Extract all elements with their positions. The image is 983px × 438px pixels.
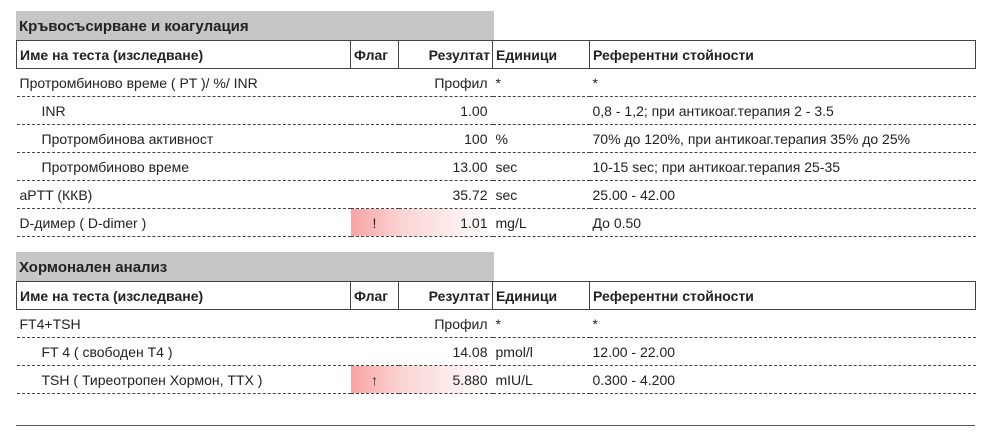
test-result: 35.72 bbox=[398, 180, 493, 209]
table-row: Протромбиново време 13.00 sec 10-15 sec;… bbox=[16, 152, 976, 181]
test-reference: 0.300 - 4.200 bbox=[589, 365, 976, 394]
test-reference: До 0.50 bbox=[589, 208, 976, 237]
test-result: 1.00 bbox=[398, 96, 493, 125]
section-title: Кръвосъсирване и коагулация bbox=[16, 11, 494, 40]
header-reference: Референтни стойности bbox=[589, 281, 976, 310]
table-row: Протромбиново време ( PT )/ %/ INR Профи… bbox=[16, 68, 976, 97]
test-flag bbox=[350, 337, 399, 366]
test-units: * bbox=[492, 309, 590, 338]
test-flag bbox=[350, 124, 399, 153]
header-test-name: Име на теста (изследване) bbox=[16, 40, 351, 69]
table-row: INR 1.00 0,8 - 1,2; при антикоаг.терапия… bbox=[16, 96, 976, 125]
hormone-section: Хормонален анализ Име на теста (изследва… bbox=[16, 252, 976, 394]
test-flag bbox=[350, 68, 399, 97]
test-reference: 0,8 - 1,2; при антикоаг.терапия 2 - 3.5 bbox=[589, 96, 976, 125]
header-flag: Флаг bbox=[350, 281, 399, 310]
test-name: Протромбиново време bbox=[16, 152, 351, 181]
results-table: Име на теста (изследване) Флаг Резултат … bbox=[16, 40, 976, 237]
test-result: 13.00 bbox=[398, 152, 493, 181]
test-result: 1.01 bbox=[398, 208, 493, 237]
test-flag bbox=[350, 96, 399, 125]
test-reference: 10-15 sec; при антикоаг.терапия 25-35 bbox=[589, 152, 976, 181]
section-title: Хормонален анализ bbox=[16, 252, 494, 281]
table-header-row: Име на теста (изследване) Флаг Резултат … bbox=[16, 40, 976, 69]
arrow-up-icon: ↑ bbox=[350, 365, 399, 394]
test-flag bbox=[350, 152, 399, 181]
results-table: Име на теста (изследване) Флаг Резултат … bbox=[16, 281, 976, 394]
test-result: Профил bbox=[398, 309, 493, 338]
test-name: Протромбиново време ( PT )/ %/ INR bbox=[16, 68, 351, 97]
test-name: TSH ( Тиреотропен Хормон, ТТХ ) bbox=[16, 365, 351, 394]
table-row-flagged: D-димер ( D-dimer ) ! 1.01 mg/L До 0.50 bbox=[16, 208, 976, 237]
test-name: INR bbox=[16, 96, 351, 125]
coagulation-section: Кръвосъсирване и коагулация Име на теста… bbox=[16, 11, 976, 237]
header-test-name: Име на теста (изследване) bbox=[16, 281, 351, 310]
header-reference: Референтни стойности bbox=[589, 40, 976, 69]
test-units: mg/L bbox=[492, 208, 590, 237]
test-result: 100 bbox=[398, 124, 493, 153]
test-flag bbox=[350, 180, 399, 209]
test-reference: 12.00 - 22.00 bbox=[589, 337, 976, 366]
test-name: D-димер ( D-dimer ) bbox=[16, 208, 351, 237]
test-name: Протромбинова активност bbox=[16, 124, 351, 153]
test-result: 14.08 bbox=[398, 337, 493, 366]
test-name: aPTT (ККВ) bbox=[16, 180, 351, 209]
test-result: Профил bbox=[398, 68, 493, 97]
test-reference: * bbox=[589, 309, 976, 338]
table-row: aPTT (ККВ) 35.72 sec 25.00 - 42.00 bbox=[16, 180, 976, 209]
test-reference: 70% до 120%, при антикоаг.терапия 35% до… bbox=[589, 124, 976, 153]
table-row: FT4+TSH Профил * * bbox=[16, 309, 976, 338]
test-units: mIU/L bbox=[492, 365, 590, 394]
table-row: FT 4 ( свободен Т4 ) 14.08 pmol/l 12.00 … bbox=[16, 337, 976, 366]
test-name: FT4+TSH bbox=[16, 309, 351, 338]
test-reference: * bbox=[589, 68, 976, 97]
header-result: Резултат bbox=[398, 40, 493, 69]
test-units: * bbox=[492, 68, 590, 97]
test-units: sec bbox=[492, 180, 590, 209]
test-reference: 25.00 - 42.00 bbox=[589, 180, 976, 209]
header-units: Единици bbox=[492, 40, 590, 69]
header-result: Резултат bbox=[398, 281, 493, 310]
header-flag: Флаг bbox=[350, 40, 399, 69]
table-header-row: Име на теста (изследване) Флаг Резултат … bbox=[16, 281, 976, 310]
table-row: Протромбинова активност 100 % 70% до 120… bbox=[16, 124, 976, 153]
test-units: pmol/l bbox=[492, 337, 590, 366]
header-units: Единици bbox=[492, 281, 590, 310]
test-units: sec bbox=[492, 152, 590, 181]
test-result: 5.880 bbox=[398, 365, 493, 394]
test-name: FT 4 ( свободен Т4 ) bbox=[16, 337, 351, 366]
test-units: % bbox=[492, 124, 590, 153]
abnormal-flag: ! bbox=[350, 208, 399, 237]
test-flag bbox=[350, 309, 399, 338]
test-units bbox=[492, 96, 590, 125]
table-row-flagged: TSH ( Тиреотропен Хормон, ТТХ ) ↑ 5.880 … bbox=[16, 365, 976, 394]
page-divider bbox=[16, 425, 975, 426]
